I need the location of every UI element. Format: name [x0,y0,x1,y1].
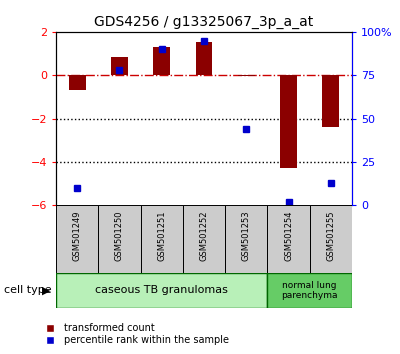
Text: caseous TB granulomas: caseous TB granulomas [95,285,228,295]
Text: GSM501250: GSM501250 [115,211,124,261]
Legend: transformed count, percentile rank within the sample: transformed count, percentile rank withi… [37,319,233,349]
Bar [238,75,255,76]
Bar [196,42,212,75]
Text: GSM501249: GSM501249 [73,211,82,261]
Text: cell type: cell type [4,285,52,295]
Text: GSM501255: GSM501255 [326,211,335,261]
Text: GSM501254: GSM501254 [284,211,293,261]
Bar [310,205,352,273]
Bar [322,75,339,127]
Text: GSM501251: GSM501251 [157,211,166,261]
Bar [56,273,268,308]
Bar [140,205,183,273]
Bar [153,47,170,75]
Title: GDS4256 / g13325067_3p_a_at: GDS4256 / g13325067_3p_a_at [94,16,314,29]
Text: GSM501252: GSM501252 [200,211,208,261]
Bar [98,205,140,273]
Bar [225,205,268,273]
Bar [280,75,297,169]
Bar [111,57,128,75]
Bar [268,273,352,308]
Text: normal lung
parenchyma: normal lung parenchyma [282,281,338,300]
Bar [69,75,86,90]
Bar [268,205,310,273]
Text: GSM501253: GSM501253 [242,211,251,261]
Text: ▶: ▶ [42,285,50,295]
Bar [183,205,225,273]
Bar [56,205,98,273]
